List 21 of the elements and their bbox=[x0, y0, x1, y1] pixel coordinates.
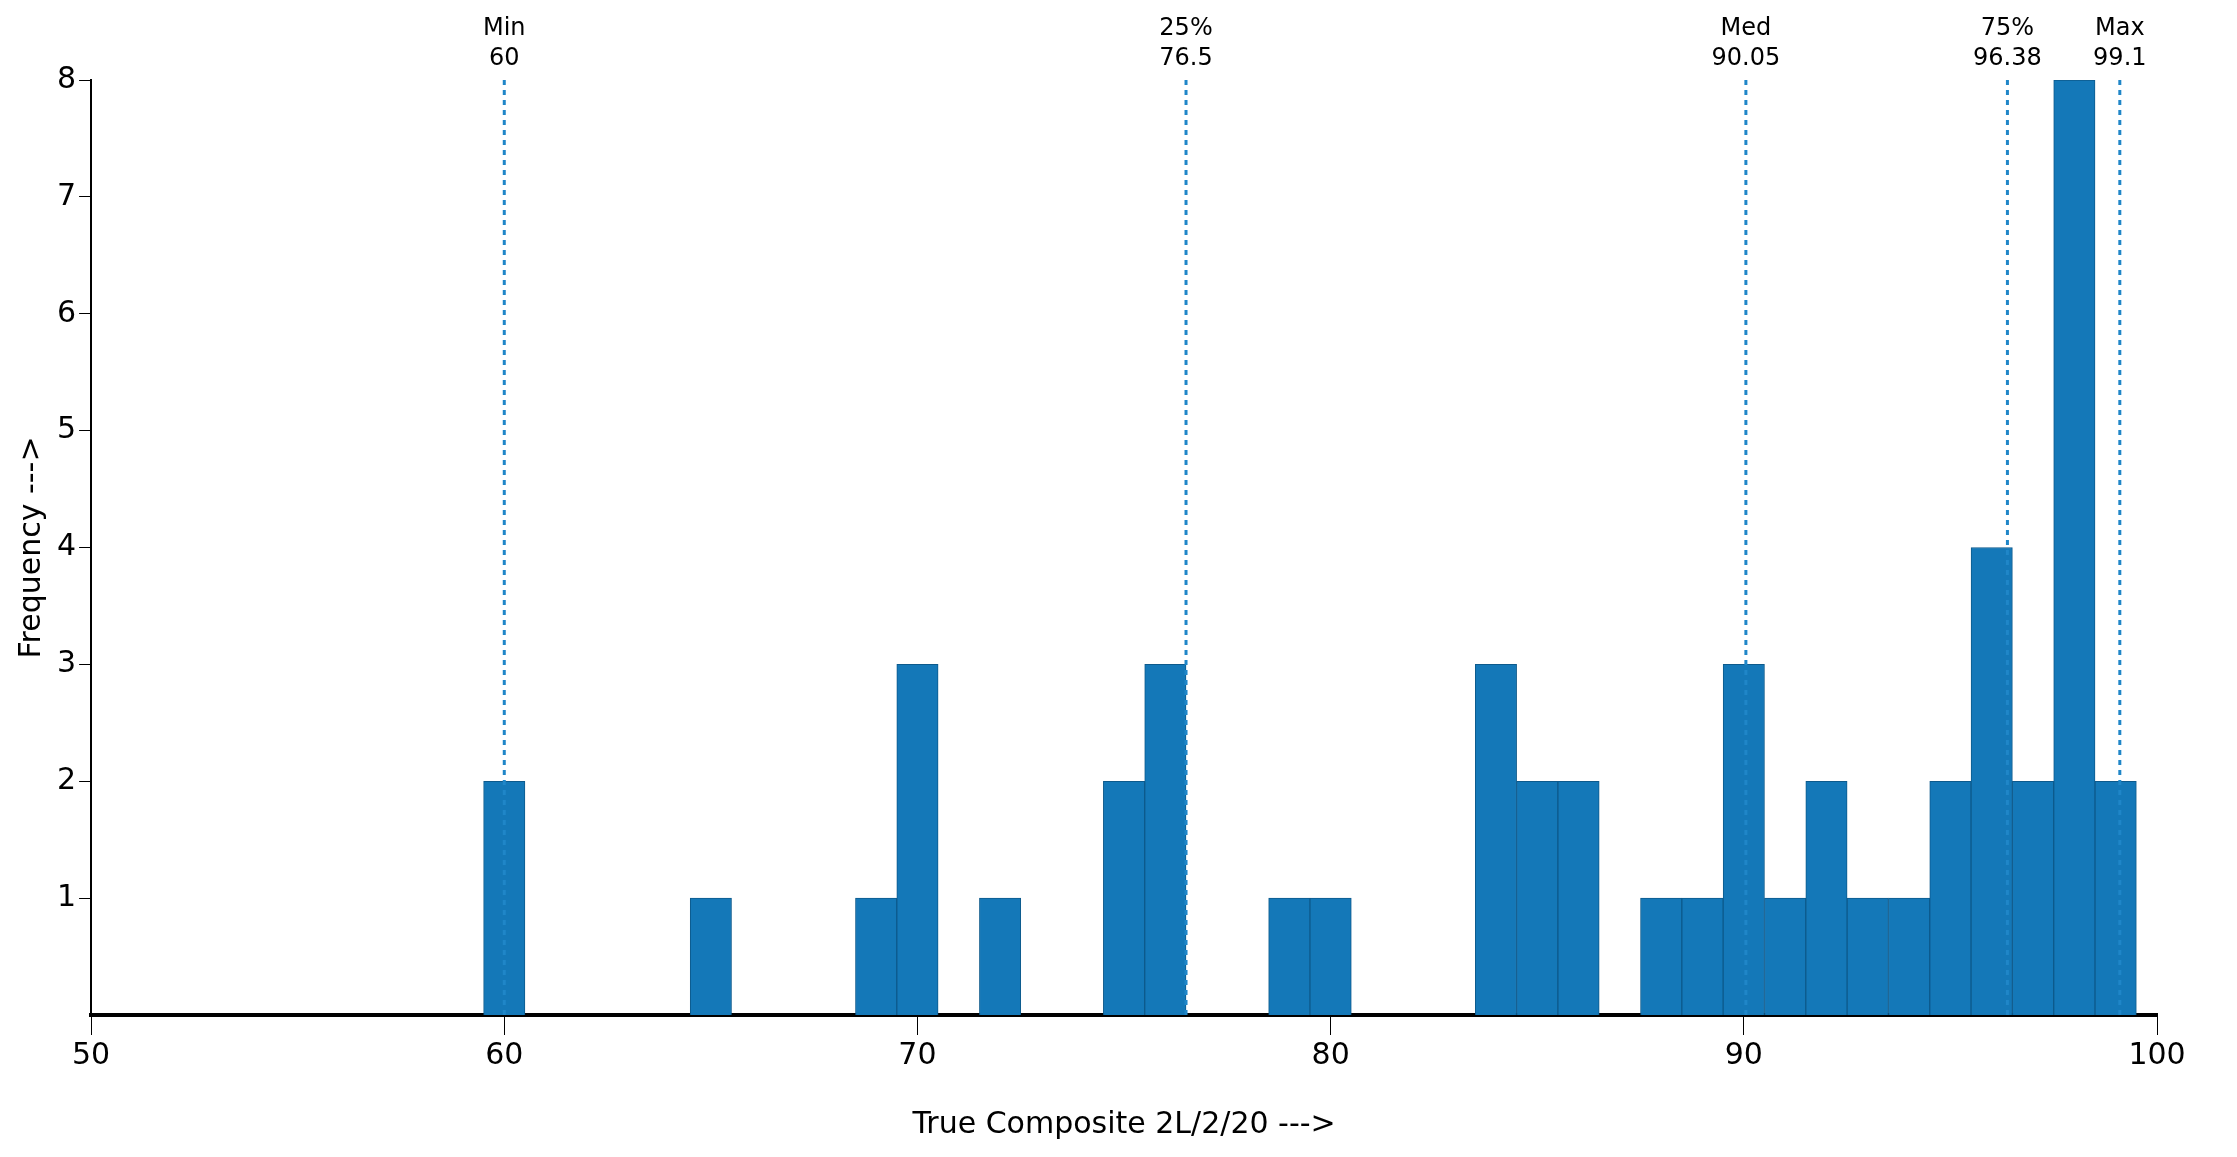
ref-line-label: Med 90.05 bbox=[1711, 13, 1781, 71]
x-tick-label: 60 bbox=[485, 1035, 524, 1071]
ref-line-label: Min 60 bbox=[482, 13, 526, 71]
x-tick-label: 90 bbox=[1724, 1035, 1763, 1071]
ref-line-label: 25% 76.5 bbox=[1159, 13, 1213, 71]
x-axis-title: True Composite 2L/2/20 ---> bbox=[911, 1104, 1336, 1140]
x-tick-label: 50 bbox=[71, 1035, 111, 1071]
y-tick-label: 6 bbox=[56, 293, 77, 329]
ref-line-label: 75% 96.38 bbox=[1973, 13, 2042, 71]
y-tick-label: 5 bbox=[56, 410, 77, 446]
y-tick-label: 3 bbox=[56, 644, 77, 680]
y-tick-label: 8 bbox=[56, 59, 77, 95]
x-tick-label: 100 bbox=[2128, 1035, 2186, 1071]
x-tick-label: 70 bbox=[898, 1035, 937, 1071]
y-tick-label: 1 bbox=[56, 877, 77, 913]
y-tick-label: 4 bbox=[56, 527, 77, 563]
y-axis-title: Frequency ---> bbox=[11, 436, 47, 659]
ref-line-label: Max 99.1 bbox=[2093, 13, 2147, 71]
y-tick-label: 2 bbox=[56, 761, 77, 797]
y-tick-label: 7 bbox=[56, 176, 77, 212]
x-tick-label: 80 bbox=[1311, 1035, 1350, 1071]
